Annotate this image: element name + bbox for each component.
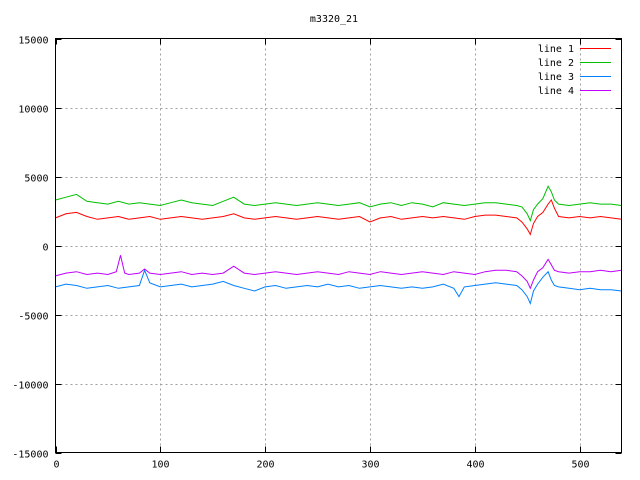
legend-label: line 1 <box>538 44 574 55</box>
grid <box>55 38 622 453</box>
series-line-3 <box>55 268 622 306</box>
y-tick-label: 5000 <box>24 174 48 185</box>
y-tick-label: 0 <box>42 243 48 254</box>
x-tick-label: 0 <box>53 460 59 471</box>
x-tick-label: 400 <box>466 460 484 471</box>
y-tick-label: -10000 <box>12 381 48 392</box>
series-lines <box>55 185 622 306</box>
x-tick-label: 200 <box>256 460 274 471</box>
legend-label: line 2 <box>538 58 574 69</box>
y-tick-label: 10000 <box>18 105 48 116</box>
x-tick-label: 100 <box>151 460 169 471</box>
series-line-4 <box>55 255 622 290</box>
y-tick-label: 15000 <box>18 36 48 47</box>
chart-title: m3320_21 <box>310 14 358 25</box>
axis-ticks: 0 100 200 300 400 500 -15000 -10000 -5000 0 5000 10… <box>12 36 622 471</box>
x-tick-label: 300 <box>361 460 379 471</box>
series-line-1 <box>55 198 622 236</box>
y-tick-label: -15000 <box>12 450 48 461</box>
legend-label: line 3 <box>538 72 574 83</box>
plot-frame <box>55 38 622 453</box>
legend-label: line 4 <box>538 86 574 97</box>
y-tick-label: -5000 <box>18 312 48 323</box>
series-line-2 <box>55 185 622 223</box>
x-tick-label: 500 <box>571 460 589 471</box>
legend: line 1 line 2 line 3 line 4 <box>538 44 611 97</box>
